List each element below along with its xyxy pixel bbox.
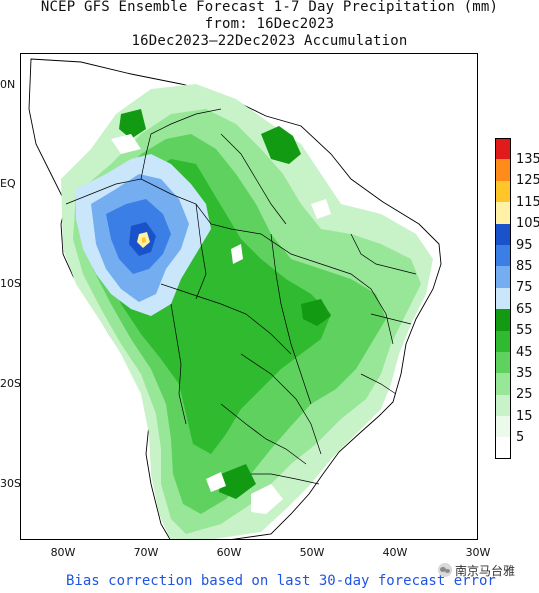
bias-correction-note: Bias correction based on last 30-day for… <box>66 573 496 589</box>
legend-swatch <box>495 180 511 203</box>
watermark-text: 南京马台雅 <box>455 563 516 578</box>
legend-label: 135 <box>516 152 539 167</box>
legend-row: 125 <box>495 159 539 188</box>
legend-swatch <box>495 351 511 374</box>
map-subtitle-date: from: 16Dec2023 <box>204 16 335 32</box>
legend-swatch <box>495 330 511 352</box>
legend-swatch <box>495 266 511 288</box>
map-frame <box>20 53 478 540</box>
lat-label-20s: 20S <box>0 377 21 390</box>
legend-label: 115 <box>516 194 539 210</box>
map-subtitle-period: 16Dec2023–22Dec2023 Accumulation <box>131 33 408 49</box>
color-legend: 135 125 115 105 95 85 75 65 55 45 35 25 15 5 <box>495 138 539 459</box>
legend-row: 85 <box>495 244 539 274</box>
legend-row: 105 <box>495 202 539 231</box>
precip-shading <box>61 84 433 539</box>
legend-swatch <box>495 394 511 417</box>
legend-label: 25 <box>516 387 533 403</box>
legend-label: 105 <box>516 216 539 232</box>
legend-row: 135 <box>495 138 539 167</box>
borders <box>65 108 417 485</box>
legend-swatch <box>495 202 511 224</box>
lat-label-30s: 30S <box>0 477 21 490</box>
legend-label: 55 <box>516 323 533 339</box>
lat-label-10s: 10S <box>0 277 21 290</box>
legend-swatch <box>495 138 511 160</box>
legend-row: 65 <box>495 287 539 317</box>
legend-row: 55 <box>495 309 539 338</box>
legend-label: 75 <box>516 280 533 296</box>
lat-label-eq: EQ <box>0 177 16 190</box>
legend-swatch <box>495 159 511 181</box>
legend-row: 115 <box>495 180 539 210</box>
lat-label-0n: 0N <box>0 78 16 91</box>
wechat-icon <box>438 563 452 577</box>
legend-row: 25 <box>495 373 539 402</box>
legend-label: 65 <box>516 301 533 317</box>
legend-row: 45 <box>495 330 539 360</box>
legend-row: 5 <box>495 416 539 445</box>
lon-label-60w: 60W <box>216 546 242 559</box>
legend-swatch <box>495 416 511 438</box>
legend-label: 5 <box>516 430 525 446</box>
legend-label: 95 <box>516 237 533 253</box>
legend-row: 15 <box>495 394 539 424</box>
legend-label: 85 <box>516 258 533 274</box>
precipitation-map <box>28 58 442 539</box>
legend-swatch <box>495 287 511 310</box>
map-title: NCEP GFS Ensemble Forecast 1-7 Day Preci… <box>40 0 499 15</box>
legend-label: 125 <box>516 173 539 189</box>
legend-row: 75 <box>495 266 539 295</box>
legend-swatch <box>495 437 511 459</box>
legend-label: 15 <box>516 408 533 424</box>
lon-label-70w: 70W <box>133 546 159 559</box>
lon-label-80w: 80W <box>50 546 76 559</box>
lon-label-50w: 50W <box>299 546 325 559</box>
legend-swatch <box>495 309 511 331</box>
lon-label-40w: 40W <box>382 546 408 559</box>
legend-swatch <box>495 373 511 395</box>
watermark: 南京马台雅 <box>438 561 538 579</box>
legend-swatch <box>495 244 511 267</box>
legend-label: 35 <box>516 365 533 381</box>
lon-label-30w: 30W <box>465 546 491 559</box>
legend-row: 35 <box>495 351 539 381</box>
legend-label: 45 <box>516 344 533 360</box>
legend-swatch <box>495 223 511 245</box>
legend-row <box>495 437 539 459</box>
legend-row: 95 <box>495 223 539 253</box>
